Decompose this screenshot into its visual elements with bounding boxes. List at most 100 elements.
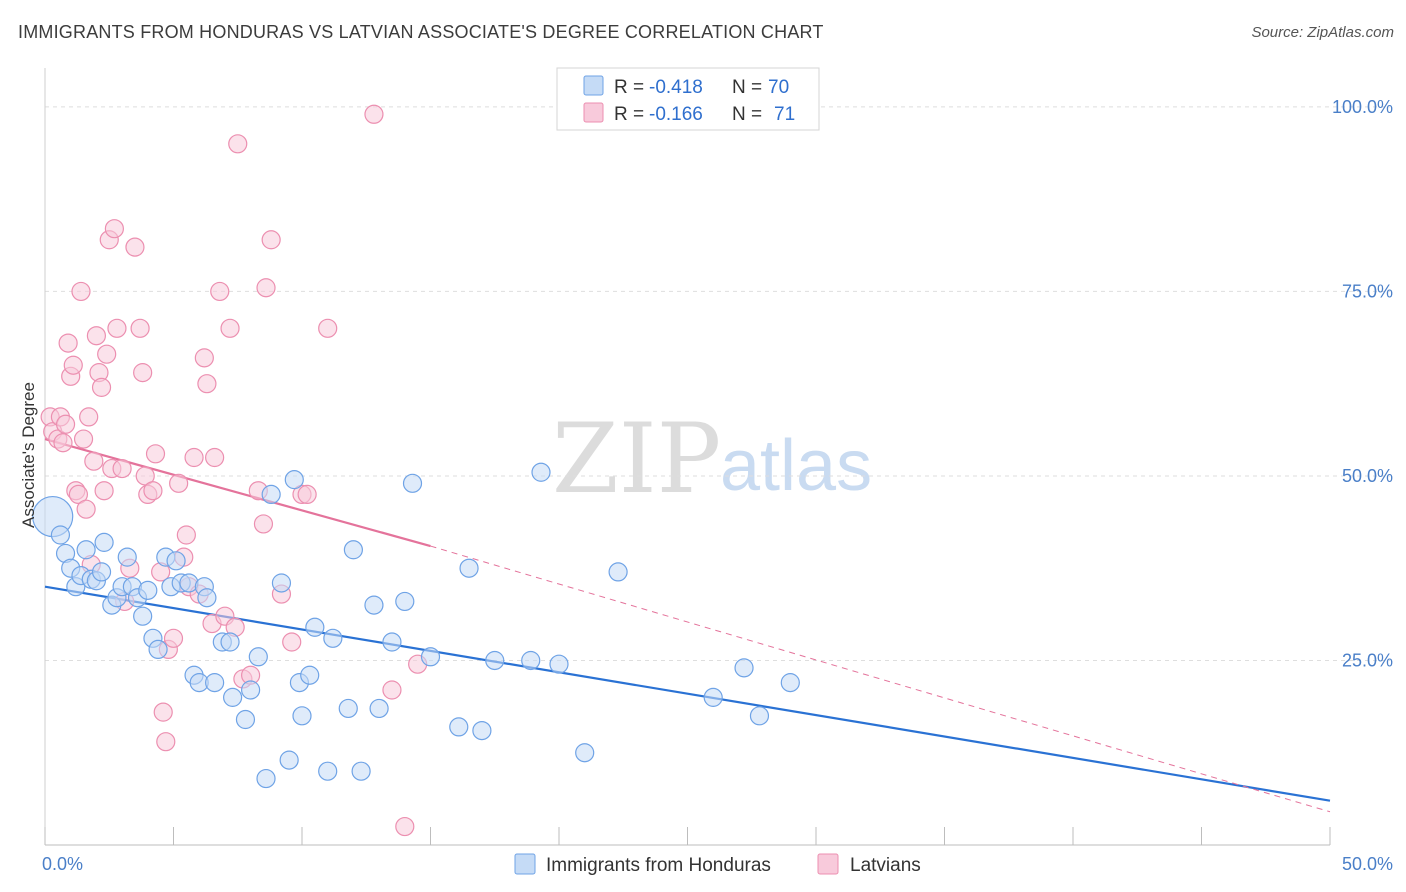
point-honduras-63 [549,654,569,674]
legend-r-value-latvians: -0.166 [649,104,703,125]
point-latvians-21 [97,344,117,364]
point-latvians-5 [55,414,76,434]
point-latvians-25 [107,318,127,338]
point-honduras-46 [318,761,338,781]
x-tick-label-0: 0.0% [42,854,83,874]
point-honduras-61 [521,650,541,671]
point-latvians-30 [130,318,150,338]
legend-r-value-honduras: -0.418 [649,77,703,98]
trend-lines [44,437,1331,813]
legend-r-label-honduras: R = [614,77,644,98]
point-honduras-43 [292,706,312,726]
point-honduras-20 [148,639,168,660]
point-honduras-62 [531,462,551,482]
point-honduras-57 [449,717,469,737]
point-honduras-32 [220,632,240,652]
point-honduras-1 [50,525,71,545]
point-honduras-55 [402,473,423,493]
point-latvians-24 [104,219,124,239]
point-honduras-23 [166,551,186,571]
point-honduras-30 [205,673,225,693]
bottom-legend-label-latvians: Latvians [850,855,921,876]
point-honduras-60 [485,650,505,671]
point-honduras-69 [780,673,800,693]
point-latvians-37 [153,702,173,722]
point-latvians-20 [94,481,114,501]
legend-n-value-honduras: 70 [768,77,789,98]
point-latvians-48 [197,374,217,394]
y-tick-label-3: 100.0% [1332,97,1393,117]
point-latvians-12 [73,429,94,449]
chart-title: IMMIGRANTS FROM HONDURAS VS LATVIAN ASSO… [18,22,824,42]
point-honduras-67 [734,658,754,678]
point-honduras-64 [575,743,595,763]
trend-line-latvians [44,437,431,548]
point-latvians-67 [382,680,402,700]
y-tick-labels: 25.0% 50.0% 75.0% 100.0% [1332,97,1393,671]
bottom-legend: Immigrants from Honduras Latvians [514,853,921,876]
point-latvians-6 [58,333,78,353]
data-points [32,104,800,837]
x-tick-label-1: 50.0% [1342,854,1393,874]
point-latvians-43 [176,525,196,545]
point-honduras-10 [94,532,114,552]
x-tick-labels: 0.0% 50.0% [42,854,1393,874]
point-latvians-55 [228,134,248,154]
y-tick-label-2: 75.0% [1342,281,1393,301]
watermark: ZIP atlas [552,403,872,515]
point-latvians-34 [143,481,163,501]
point-honduras-39 [271,573,292,593]
point-latvians-19 [91,377,112,397]
point-latvians-35 [145,444,166,464]
point-latvians-14 [79,407,99,427]
bottom-legend-label-honduras: Immigrants from Honduras [546,855,771,876]
point-honduras-49 [343,540,363,560]
point-latvians-38 [156,732,176,752]
point-latvians-40 [163,628,184,648]
point-latvians-45 [184,447,204,468]
point-latvians-8 [63,355,83,375]
legend-swatch-latvians [583,102,604,123]
legend-n-value-latvians: 71 [774,104,795,125]
point-honduras-54 [395,591,415,612]
point-latvians-70 [261,230,281,250]
point-honduras-66 [703,687,723,707]
legend-n-label-honduras: N = [732,77,762,98]
watermark-zip: ZIP [552,403,721,515]
point-latvians-10 [68,484,89,505]
trend-line-latvians-extension [430,545,1331,813]
point-honduras-9 [91,562,112,582]
legend-swatch-honduras [583,75,604,96]
point-honduras-56 [420,647,441,667]
bottom-legend-swatch-latvians [817,853,839,875]
point-honduras-52 [369,698,389,719]
point-honduras-65 [608,562,628,582]
point-honduras-6 [76,540,96,560]
point-latvians-17 [86,326,107,346]
point-latvians-29 [125,237,145,257]
legend-r-label-latvians: R = [614,104,644,125]
axes [44,68,1331,846]
point-honduras-14 [117,547,137,567]
point-honduras-59 [472,720,492,741]
point-latvians-47 [194,348,214,368]
point-latvians-65 [318,318,338,338]
chart-source: Source: ZipAtlas.com [1251,24,1394,41]
point-latvians-13 [76,499,96,519]
bottom-legend-swatch-honduras [514,853,536,875]
point-latvians-66 [364,104,384,124]
point-honduras-44 [300,665,320,685]
watermark-atlas: atlas [720,426,872,506]
y-tick-label-0: 25.0% [1342,650,1393,670]
point-latvians-59 [253,514,274,534]
point-latvians-41 [169,473,189,493]
point-honduras-51 [364,595,384,615]
point-honduras-33 [223,687,243,707]
point-honduras-29 [197,588,217,608]
point-honduras-50 [351,761,371,781]
point-honduras-35 [241,680,261,700]
y-axis-label: Associate's Degree [19,382,38,528]
point-honduras-41 [284,470,304,490]
point-latvians-26 [112,458,132,479]
point-honduras-45 [305,617,325,637]
